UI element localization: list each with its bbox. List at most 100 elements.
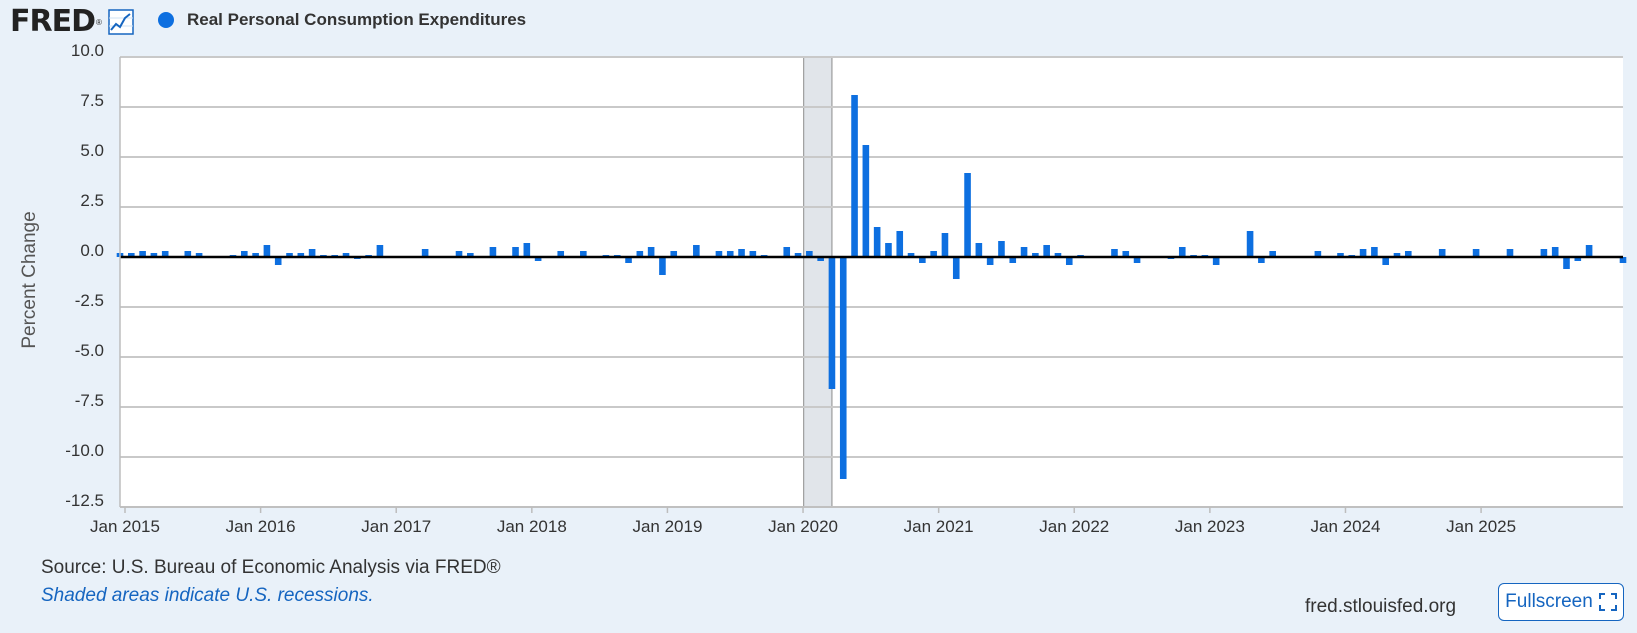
bar[interactable] [1472, 249, 1480, 257]
bar[interactable] [749, 251, 757, 257]
bar[interactable] [184, 251, 192, 257]
bar[interactable] [952, 257, 960, 279]
bar[interactable] [896, 231, 904, 257]
bar[interactable] [1032, 253, 1039, 257]
bar[interactable] [1359, 249, 1367, 257]
x-tick-label: Jan 2025 [1446, 517, 1516, 536]
bar[interactable] [670, 251, 678, 257]
y-tick-label: -5.0 [75, 341, 104, 360]
bar[interactable] [817, 257, 824, 261]
bar[interactable] [794, 253, 802, 257]
bar[interactable] [161, 251, 169, 257]
x-tick-label: Jan 2024 [1311, 517, 1381, 536]
bar[interactable] [919, 257, 926, 263]
bar[interactable] [783, 247, 791, 257]
bar[interactable] [1585, 245, 1593, 257]
bar[interactable] [647, 247, 655, 257]
bar[interactable] [851, 95, 858, 257]
bar[interactable] [998, 241, 1005, 257]
bar[interactable] [885, 243, 892, 257]
bar[interactable] [1178, 247, 1186, 257]
bar[interactable] [1314, 251, 1322, 257]
bar[interactable] [1438, 249, 1446, 257]
bar[interactable] [1574, 257, 1582, 261]
bar[interactable] [1054, 253, 1062, 257]
bar[interactable] [1551, 247, 1559, 257]
bar[interactable] [1269, 251, 1276, 257]
fullscreen-button[interactable]: Fullscreen [1498, 583, 1624, 621]
bar[interactable] [342, 253, 350, 257]
bar[interactable] [1020, 247, 1028, 257]
fred-logo[interactable]: FRED [10, 4, 96, 39]
bar[interactable] [1009, 257, 1017, 263]
bar[interactable] [1404, 251, 1412, 257]
bar[interactable] [941, 233, 949, 257]
bar[interactable] [862, 145, 870, 257]
x-tick-label: Jan 2018 [497, 517, 567, 536]
bar[interactable] [195, 253, 203, 257]
x-tick-label: Jan 2023 [1175, 517, 1245, 536]
legend-series-label: Real Personal Consumption Expenditures [187, 10, 527, 29]
y-tick-label: -2.5 [75, 291, 104, 310]
bar[interactable] [828, 257, 836, 389]
bar[interactable] [580, 251, 587, 257]
bar[interactable] [512, 247, 519, 257]
recession-shade [803, 56, 833, 508]
bar[interactable] [964, 173, 971, 257]
bar[interactable] [557, 251, 565, 257]
bar[interactable] [1043, 245, 1050, 257]
bar[interactable] [421, 249, 429, 257]
bar[interactable] [1111, 249, 1118, 257]
bar[interactable] [489, 247, 497, 257]
bar[interactable] [376, 245, 384, 257]
bar[interactable] [274, 257, 282, 265]
bar[interactable] [693, 245, 700, 257]
y-tick-label: 10.0 [71, 41, 104, 60]
bar[interactable] [1212, 257, 1220, 265]
bar[interactable] [726, 251, 734, 257]
bar[interactable] [986, 257, 994, 265]
bar[interactable] [128, 253, 135, 257]
bar[interactable] [1371, 247, 1378, 257]
bar[interactable] [1382, 257, 1389, 265]
bar[interactable] [252, 253, 259, 257]
bar[interactable] [150, 253, 158, 257]
bar[interactable] [241, 251, 248, 257]
bar[interactable] [1133, 257, 1141, 263]
bar[interactable] [1506, 249, 1514, 257]
bar[interactable] [636, 251, 644, 257]
bar[interactable] [455, 251, 463, 257]
bar[interactable] [1393, 253, 1401, 257]
bar[interactable] [1065, 257, 1073, 265]
bar[interactable] [467, 253, 474, 257]
bar[interactable] [873, 227, 881, 257]
bar[interactable] [286, 253, 293, 257]
y-axis-label-wrap: Percent Change [10, 140, 50, 420]
bar[interactable] [308, 249, 316, 257]
bar[interactable] [1258, 257, 1265, 263]
bar[interactable] [139, 251, 146, 257]
bar[interactable] [1337, 253, 1344, 257]
bar[interactable] [907, 253, 915, 257]
bar[interactable] [1619, 257, 1627, 263]
bar[interactable] [297, 253, 305, 257]
bar[interactable] [1563, 257, 1570, 269]
bar[interactable] [738, 249, 745, 257]
bar[interactable] [1246, 231, 1254, 257]
bar[interactable] [975, 243, 983, 257]
bar[interactable] [806, 251, 813, 257]
bar[interactable] [625, 257, 632, 263]
bar[interactable] [659, 257, 666, 275]
bar[interactable] [715, 251, 723, 257]
bar[interactable] [1540, 249, 1548, 257]
bar[interactable] [263, 245, 271, 257]
fred-registered-mark: ® [96, 17, 102, 27]
bar[interactable] [1122, 251, 1130, 257]
site-url[interactable]: fred.stlouisfed.org [1305, 596, 1457, 617]
bar[interactable] [523, 243, 531, 257]
bar[interactable] [930, 251, 937, 257]
x-tick-label: Jan 2016 [226, 517, 296, 536]
bar[interactable] [534, 257, 542, 261]
bar[interactable] [839, 257, 847, 479]
